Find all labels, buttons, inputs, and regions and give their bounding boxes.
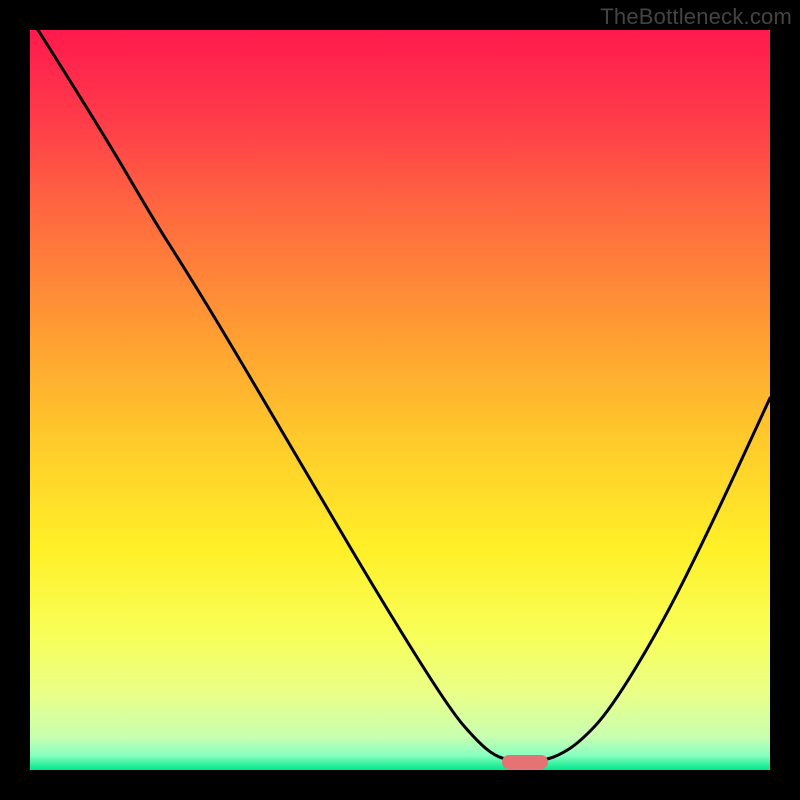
chart-frame: TheBottleneck.com bbox=[0, 0, 800, 800]
gradient-background bbox=[30, 30, 770, 770]
plot-area bbox=[30, 30, 770, 770]
chart-svg bbox=[30, 30, 770, 770]
watermark-text: TheBottleneck.com bbox=[600, 4, 792, 30]
min-marker bbox=[502, 755, 548, 769]
